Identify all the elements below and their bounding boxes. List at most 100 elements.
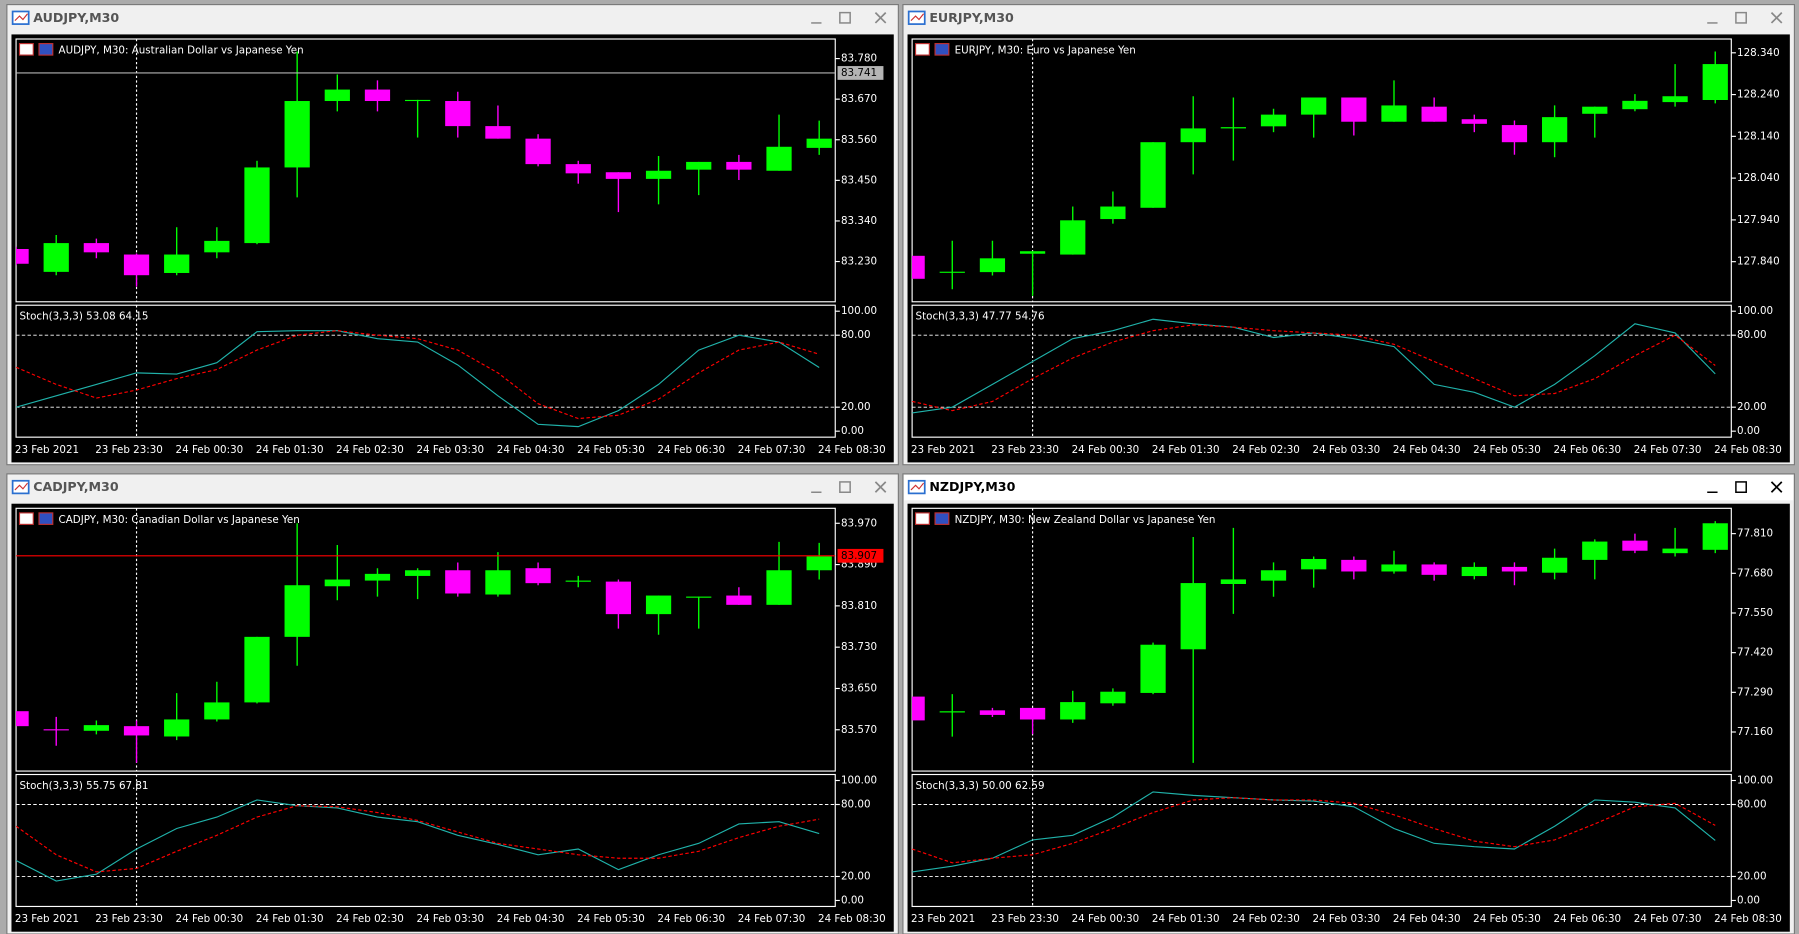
indicator-line — [912, 797, 1716, 864]
candle-body — [43, 243, 69, 272]
y-tick-label: 83.560 — [841, 134, 877, 146]
y-tick-label: 128.240 — [1737, 89, 1780, 101]
candle-body — [1220, 127, 1246, 129]
candle-body — [806, 556, 832, 571]
flag-icon — [934, 512, 950, 525]
x-tick-label: 24 Feb 08:30 — [1714, 444, 1782, 456]
candle-body — [565, 580, 591, 582]
chart-window[interactable]: NZDJPY,M30 NZDJPY, M30: New Zealand Dolla… — [900, 473, 1795, 934]
y-tick-label: 80.00 — [1737, 798, 1767, 810]
maximize-button[interactable] — [1735, 11, 1747, 24]
candle-body — [284, 101, 310, 168]
candle-body — [1461, 119, 1487, 124]
y-tick-label: 0.00 — [1737, 894, 1760, 906]
indicator-plot — [912, 774, 1732, 907]
y-tick-label: 20.00 — [1737, 401, 1767, 413]
x-tick-label: 23 Feb 23:30 — [95, 913, 163, 925]
window-title: EURJPY,M30 — [929, 10, 1014, 25]
indicator-line — [16, 805, 820, 873]
y-tick-label: 83.670 — [841, 93, 877, 105]
candle-body — [766, 570, 792, 605]
x-tick-label: 24 Feb 02:30 — [336, 444, 404, 456]
indicator-line — [912, 324, 1716, 412]
x-tick-label: 24 Feb 05:30 — [1473, 444, 1541, 456]
title-bar — [904, 5, 1794, 31]
last-price-box — [837, 66, 884, 80]
candle-body — [364, 89, 391, 102]
indicator-title: Stoch(3,3,3) 47.77 54.76 — [916, 311, 1045, 323]
y-tick-label: 127.840 — [1737, 256, 1780, 268]
x-tick-label: 24 Feb 06:30 — [1553, 444, 1621, 456]
window-icon-line — [14, 482, 28, 491]
chart-window[interactable]: EURJPY,M30 EURJPY, M30: Euro vs Japanese … — [900, 4, 1795, 466]
candle-body — [565, 164, 591, 174]
candle-body — [645, 170, 672, 179]
indicator-frame — [15, 304, 836, 438]
candle-body — [1060, 220, 1086, 255]
indicator-line — [912, 791, 1716, 873]
x-tick-label: 24 Feb 05:30 — [1473, 913, 1541, 925]
x-tick-label: 24 Feb 00:30 — [176, 444, 244, 456]
indicator-title: Stoch(3,3,3) 50.00 62.59 — [916, 780, 1045, 792]
x-tick-label: 24 Feb 04:30 — [497, 444, 565, 456]
y-tick-label: 83.450 — [841, 174, 877, 186]
indicator-line — [16, 330, 820, 420]
candle-body — [364, 573, 391, 581]
candle-body — [405, 99, 431, 102]
x-tick-label: 24 Feb 06:30 — [657, 444, 725, 456]
x-tick-label: 24 Feb 03:30 — [416, 444, 484, 456]
x-tick-label: 24 Feb 08:30 — [818, 444, 886, 456]
candle-body — [1019, 251, 1046, 254]
price-plot — [912, 39, 1728, 302]
candle-body — [605, 172, 632, 179]
indicator-line — [16, 799, 820, 882]
close-button[interactable] — [874, 481, 887, 493]
candle-body — [1461, 566, 1487, 577]
candle-body — [204, 702, 230, 720]
candle-body — [485, 126, 511, 139]
candle-body — [1542, 117, 1568, 143]
chart-title: CADJPY, M30: Canadian Dollar vs Japanese… — [59, 514, 300, 526]
candle-body — [1100, 206, 1126, 220]
x-tick-label: 24 Feb 07:30 — [1634, 444, 1702, 456]
y-tick-label: 83.230 — [841, 256, 877, 268]
title-bar — [8, 5, 898, 31]
last-price-box — [837, 548, 884, 563]
chart-window[interactable]: CADJPY,M30 CADJPY, M30: Canadian Dollar v… — [3, 473, 899, 934]
window-title: AUDJPY,M30 — [33, 10, 119, 25]
candle-body — [1301, 97, 1327, 115]
candle-body — [204, 240, 230, 253]
indicator-frame — [15, 773, 836, 908]
candle-body — [912, 255, 925, 279]
x-tick-label: 24 Feb 04:30 — [1393, 444, 1461, 456]
y-tick-label: 77.550 — [1737, 607, 1773, 619]
title-bar — [904, 475, 1794, 501]
y-tick-label: 100.00 — [1737, 305, 1773, 317]
maximize-button[interactable] — [839, 481, 851, 493]
indicator-title: Stoch(3,3,3) 53.08 64.15 — [20, 311, 149, 323]
y-tick-label: 83.780 — [841, 53, 877, 65]
candle-body — [979, 258, 1006, 273]
price-frame — [15, 38, 836, 303]
candle-body — [1542, 557, 1568, 573]
maximize-button[interactable] — [839, 11, 851, 24]
candle-body — [1140, 644, 1166, 693]
close-button[interactable] — [874, 12, 887, 24]
last-price-label: 83.907 — [841, 550, 877, 562]
indicator-frame — [911, 304, 1732, 438]
x-tick-label: 24 Feb 07:30 — [1634, 913, 1702, 925]
chart-window[interactable]: AUDJPY,M30 AUDJPY, M30: Australian Dollar… — [3, 4, 899, 466]
candle-body — [16, 248, 29, 264]
x-tick-label: 24 Feb 02:30 — [1232, 913, 1300, 925]
candle-body — [1341, 559, 1367, 572]
close-button[interactable] — [1770, 12, 1783, 24]
window-icon-line — [910, 13, 925, 22]
x-tick-label: 23 Feb 23:30 — [991, 913, 1059, 925]
x-tick-label: 23 Feb 2021 — [15, 444, 79, 456]
window-title: CADJPY,M30 — [33, 479, 119, 494]
x-tick-label: 24 Feb 03:30 — [416, 913, 484, 925]
close-button[interactable] — [1770, 481, 1783, 493]
maximize-button[interactable] — [1735, 481, 1747, 493]
candle-body — [1019, 707, 1046, 720]
